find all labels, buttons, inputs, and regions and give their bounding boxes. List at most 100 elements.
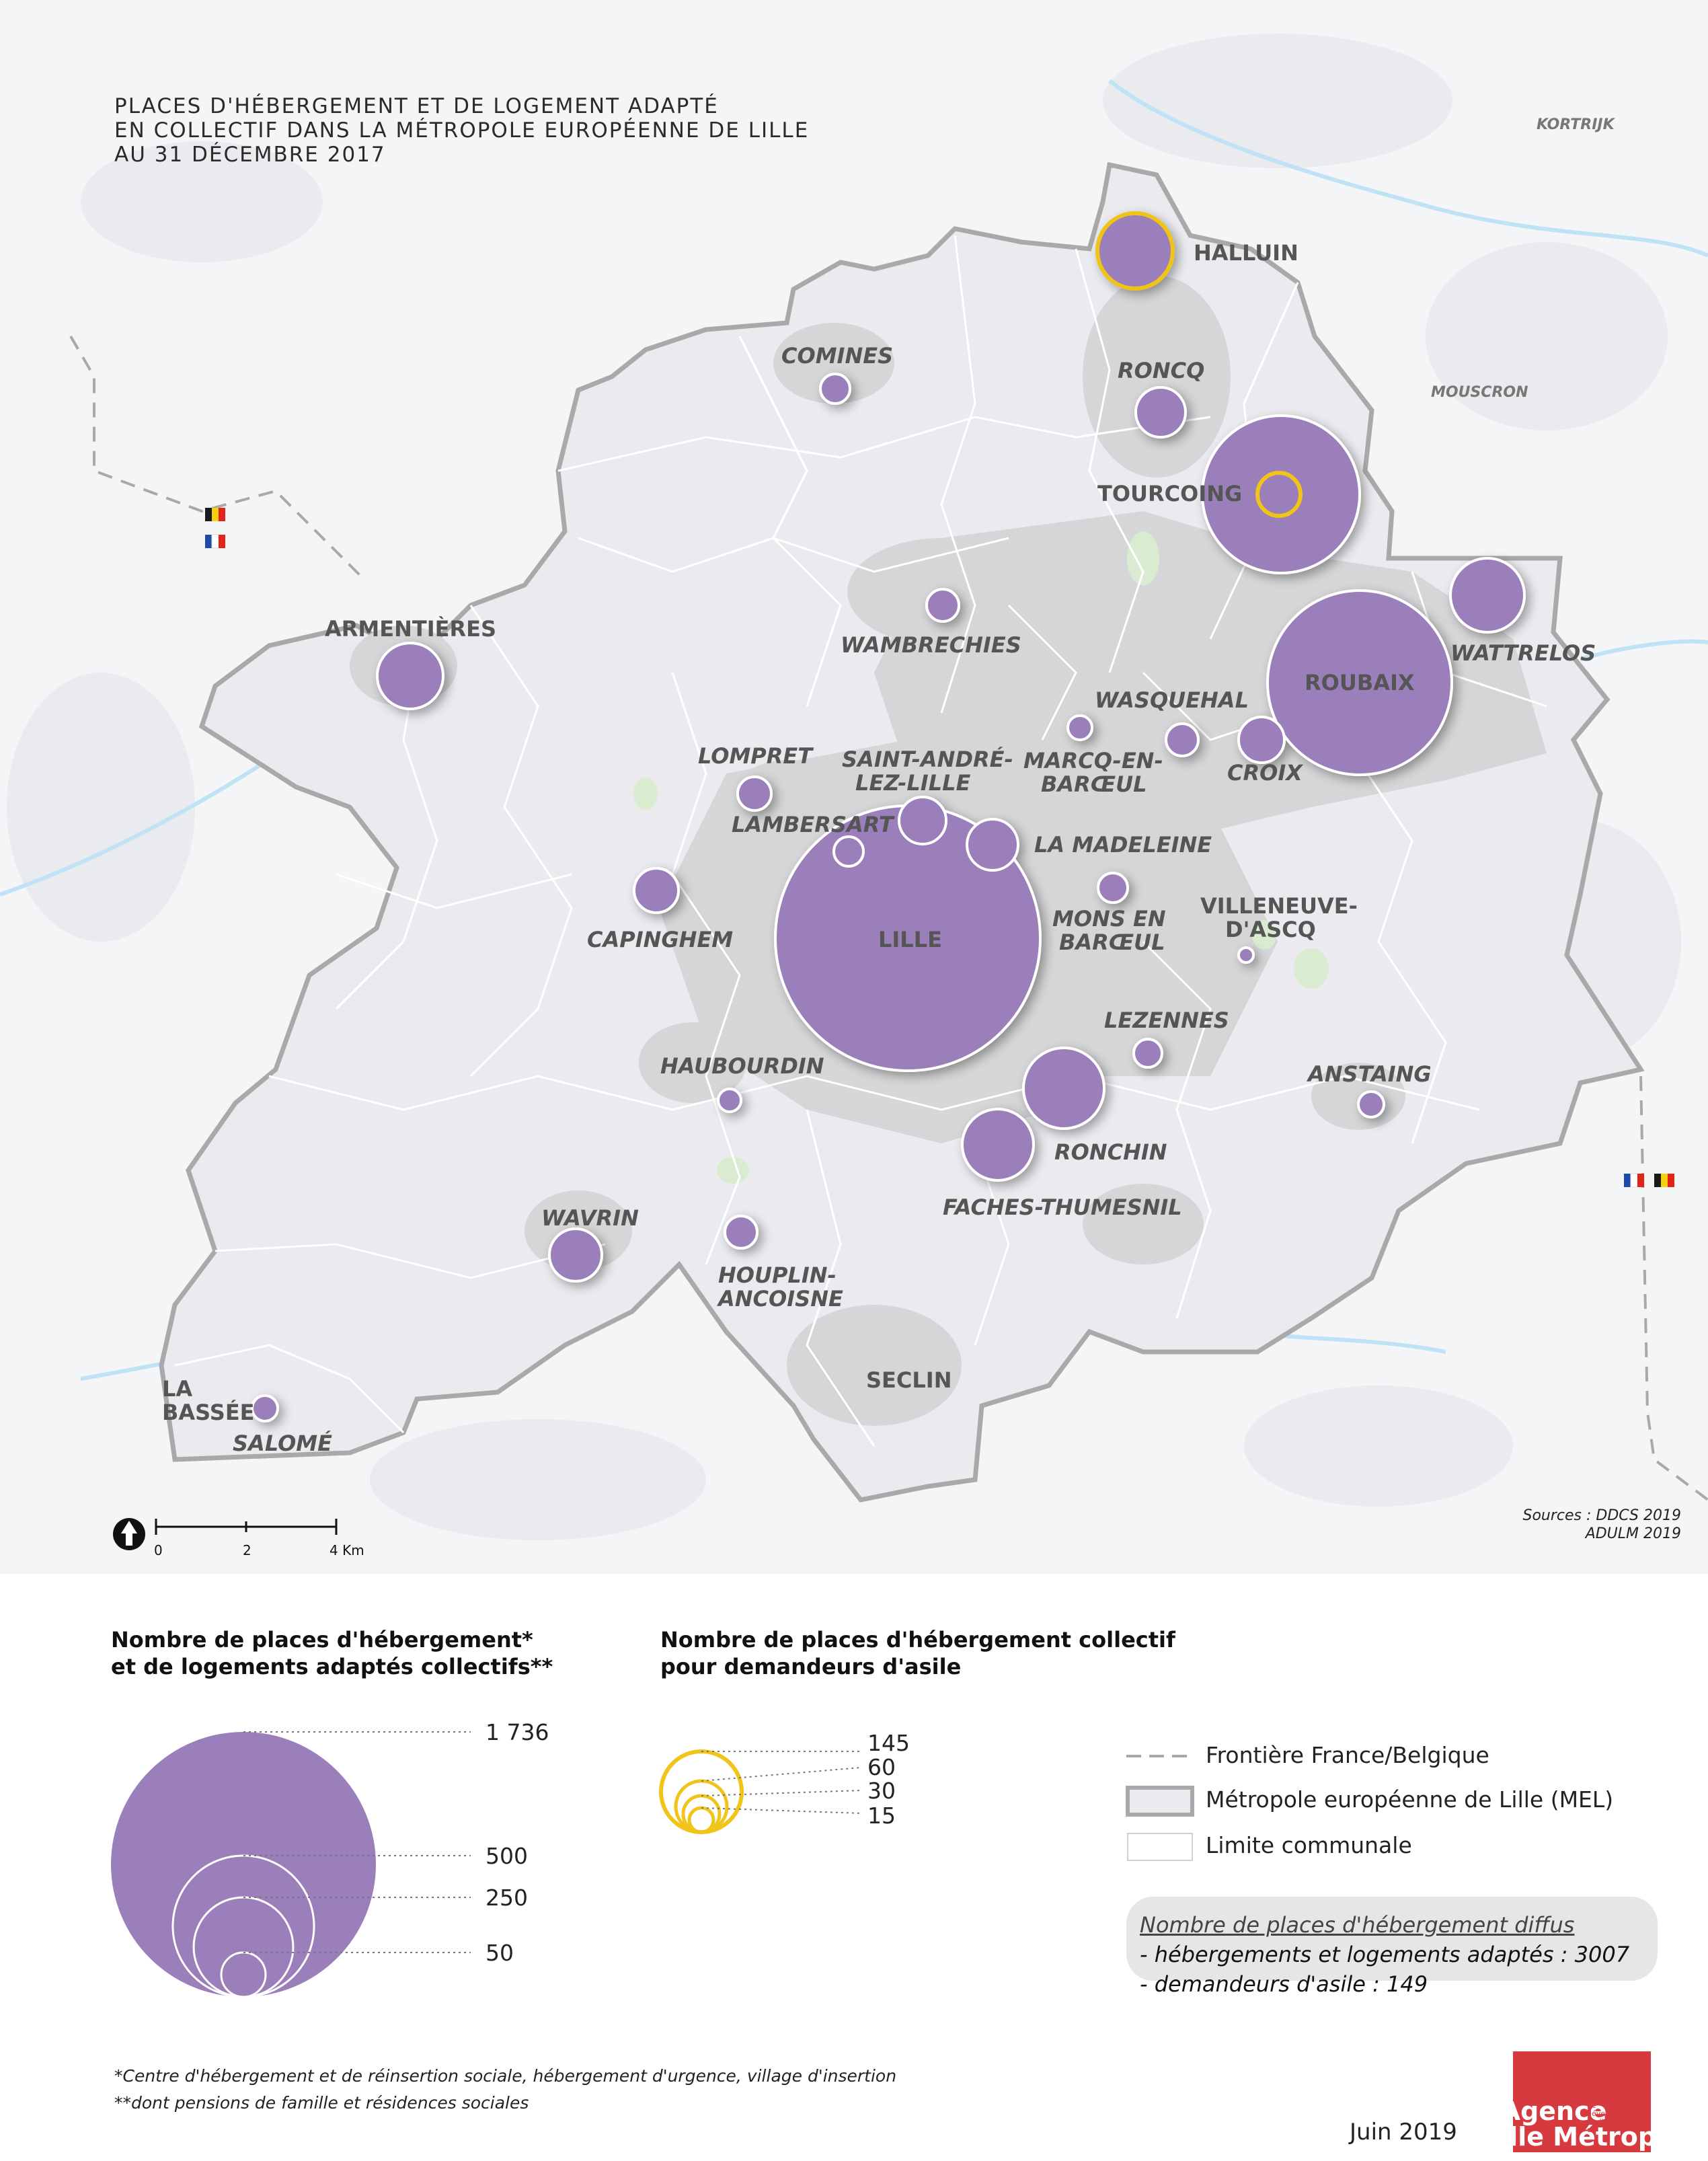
lompret-circle bbox=[736, 775, 773, 812]
legend-yellow-title: Nombre de places d'hébergement collectif… bbox=[660, 1626, 1175, 1680]
label-salome: SALOMÉ bbox=[233, 1431, 332, 1456]
legend-yellow-145 bbox=[659, 1749, 744, 1834]
armentieres-circle bbox=[376, 642, 444, 710]
label-faches: FACHES-THUMESNIL bbox=[943, 1195, 1182, 1220]
legend-purple-title-1: Nombre de places d'hébergement* bbox=[111, 1627, 533, 1653]
label-villeneuve-1: VILLENEUVE- bbox=[1200, 893, 1358, 919]
anstaing-circle bbox=[1357, 1090, 1385, 1119]
tourcoing-circle bbox=[1201, 414, 1361, 574]
label-saint-andre-1: SAINT-ANDRÉ- bbox=[842, 747, 1013, 772]
halluin-circle bbox=[1095, 211, 1175, 291]
label-mons-2: BARŒUL bbox=[1059, 930, 1165, 955]
legend-yellow-30 bbox=[681, 1794, 722, 1834]
sources: Sources : DDCS 2019 ADULM 2019 bbox=[1522, 1507, 1681, 1543]
scale-label-4: 4 Km bbox=[329, 1542, 364, 1558]
north-arrow-icon bbox=[113, 1518, 145, 1550]
label-croix: CROIX bbox=[1227, 760, 1303, 786]
scale-label-2: 2 bbox=[243, 1542, 251, 1558]
la-madeleine-circle bbox=[966, 818, 1019, 872]
sources-line-1: Sources : DDCS 2019 bbox=[1522, 1507, 1681, 1524]
scale-bar bbox=[155, 1519, 338, 1535]
legend-value-30: 30 bbox=[867, 1778, 896, 1804]
label-wavrin: WAVRIN bbox=[541, 1205, 639, 1231]
label-la-bassee-1: LA bbox=[162, 1376, 192, 1402]
legend-value-50: 50 bbox=[486, 1940, 514, 1966]
diffus-line-2: - demandeurs d'asile : 149 bbox=[1140, 1971, 1428, 1997]
lezennes-circle bbox=[1132, 1038, 1163, 1069]
logo-subtitle: de développement et d'urbanisme de bbox=[1587, 2101, 1645, 2134]
label-armentieres: ARMENTIÈRES bbox=[325, 616, 496, 642]
footnote-1: *Centre d'hébergement et de réinsertion … bbox=[114, 2066, 897, 2086]
legend-purple-title-2: et de logements adaptés collectifs** bbox=[111, 1654, 553, 1679]
label-houplin-1: HOUPLIN- bbox=[718, 1262, 837, 1288]
label-marcq-1: MARCQ-EN- bbox=[1023, 748, 1163, 773]
map-title: PLACES D'HÉBERGEMENT ET DE LOGEMENT ADAP… bbox=[114, 94, 809, 167]
wasquehal-circle bbox=[1165, 722, 1200, 757]
title-line-1: PLACES D'HÉBERGEMENT ET DE LOGEMENT ADAP… bbox=[114, 94, 719, 118]
logo-line-1: l'Agence bbox=[1484, 2096, 1607, 2126]
legend-value-15: 15 bbox=[867, 1803, 896, 1829]
sources-line-2: ADULM 2019 bbox=[1585, 1525, 1681, 1542]
title-line-2: EN COLLECTIF DANS LA MÉTROPOLE EUROPÉENN… bbox=[114, 118, 810, 143]
marcq-circle bbox=[1066, 714, 1093, 741]
tourcoing-asylum-circle bbox=[1255, 471, 1303, 518]
haubourdin-circle bbox=[717, 1088, 742, 1113]
label-la-bassee-2: BASSÉE bbox=[162, 1400, 255, 1425]
label-anstaing: ANSTAING bbox=[1306, 1061, 1432, 1087]
label-marcq-2: BARŒUL bbox=[1041, 771, 1147, 797]
scale-label-0: 0 bbox=[154, 1542, 163, 1558]
label-roubaix: ROUBAIX bbox=[1305, 670, 1415, 695]
label-seclin: SECLIN bbox=[866, 1367, 952, 1393]
agency-logo-text: l'Agence Lille Métropole bbox=[1484, 2098, 1700, 2150]
label-la-madeleine: LA MADELEINE bbox=[1034, 832, 1212, 858]
wattrelos-circle bbox=[1449, 557, 1526, 634]
label-wambrechies: WAMBRECHIES bbox=[841, 632, 1021, 658]
legend-circle-1736 bbox=[111, 1732, 376, 1997]
legend-value-60: 60 bbox=[867, 1754, 896, 1780]
footnote-2: **dont pensions de famille et résidences… bbox=[114, 2093, 529, 2113]
label-lille: LILLE bbox=[878, 927, 942, 952]
legend-purple-title: Nombre de places d'hébergement* et de lo… bbox=[111, 1626, 553, 1680]
agency-logo bbox=[1513, 2051, 1651, 2152]
label-halluin: HALLUIN bbox=[1194, 240, 1298, 266]
logo-line-2: Lille Métropole bbox=[1484, 2122, 1700, 2152]
label-saint-andre-2: LEZ-LILLE bbox=[855, 770, 970, 796]
proportional-circles bbox=[251, 211, 1526, 1423]
diffus-box: Nombre de places d'hébergement diffus - … bbox=[1126, 1897, 1658, 1997]
lambersart-circle bbox=[832, 835, 865, 868]
diffus-heading: Nombre de places d'hébergement diffus bbox=[1140, 1912, 1575, 1938]
legend-border-label: Frontière France/Belgique bbox=[1206, 1742, 1489, 1768]
french-flag-icon bbox=[205, 534, 225, 549]
commune-labels: HALLUIN COMINES RONCQ TOURCOING ARMENTIÈ… bbox=[162, 240, 1596, 1456]
legend-commune-label: Limite communale bbox=[1206, 1832, 1412, 1858]
title-line-3: AU 31 DÉCEMBRE 2017 bbox=[114, 143, 386, 167]
diffus-line-1: - hébergements et logements adaptés : 30… bbox=[1140, 1942, 1630, 1967]
label-lompret: LOMPRET bbox=[698, 743, 814, 769]
mouscron-label: MOUSCRON bbox=[1431, 384, 1528, 401]
publication-date: Juin 2019 bbox=[1350, 2119, 1457, 2146]
la-bassee-circle bbox=[251, 1394, 279, 1423]
roncq-circle bbox=[1134, 386, 1187, 439]
legend-symbols bbox=[111, 1731, 1194, 1998]
legend-mel-symbol bbox=[1126, 1786, 1194, 1817]
map: KORTRIJK MOUSCRON HALLUIN COMINE bbox=[0, 0, 1708, 1574]
wavrin-circle bbox=[548, 1227, 603, 1283]
legend-value-1736: 1 736 bbox=[486, 1719, 549, 1745]
green-areas bbox=[633, 531, 1329, 1184]
comines-circle bbox=[819, 373, 851, 405]
label-haubourdin: HAUBOURDIN bbox=[660, 1053, 824, 1079]
legend-value-145: 145 bbox=[867, 1730, 910, 1756]
roubaix-circle bbox=[1266, 589, 1453, 776]
kortrijk-label: KORTRIJK bbox=[1537, 116, 1616, 133]
houplin-circle bbox=[724, 1215, 759, 1250]
label-lambersart: LAMBERSART bbox=[732, 812, 895, 837]
label-roncq: RONCQ bbox=[1118, 358, 1204, 383]
croix-circle bbox=[1237, 716, 1286, 764]
wambrechies-circle bbox=[925, 588, 960, 623]
label-tourcoing: TOURCOING bbox=[1097, 481, 1242, 506]
belgian-flag-icon bbox=[1654, 1174, 1674, 1187]
legend-yellow-title-1: Nombre de places d'hébergement collectif bbox=[660, 1627, 1175, 1653]
label-villeneuve-2: D'ASCQ bbox=[1225, 917, 1316, 942]
villeneuve-circle bbox=[1237, 946, 1255, 964]
france-belgium-border bbox=[69, 335, 1708, 1501]
